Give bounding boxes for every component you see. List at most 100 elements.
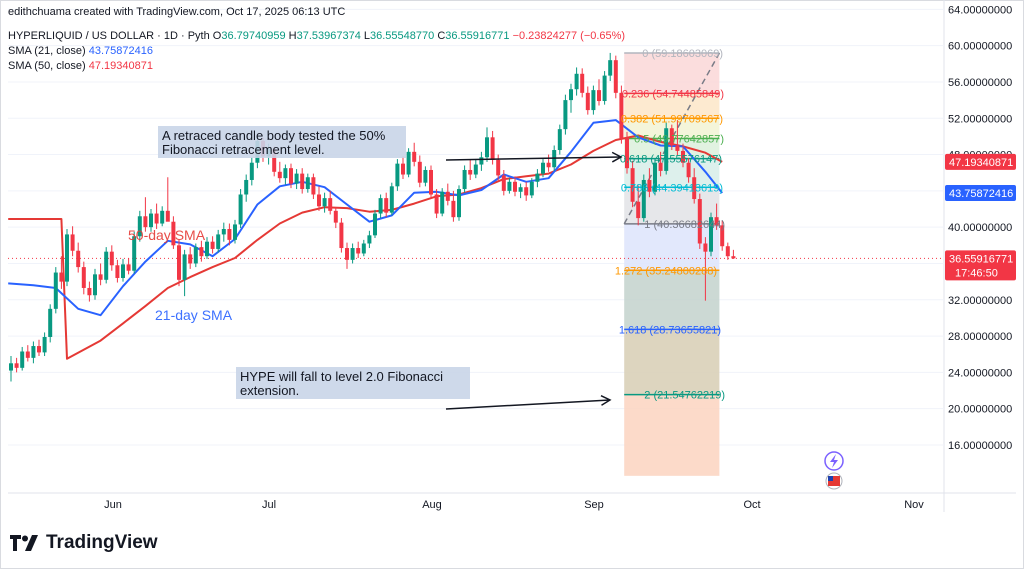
candle[interactable] [395,163,400,187]
candle[interactable] [490,137,495,161]
candle[interactable] [160,210,165,224]
candle[interactable] [199,247,204,257]
candle[interactable] [76,250,81,268]
candle[interactable] [328,198,333,211]
candle[interactable] [692,177,697,200]
candle[interactable] [345,248,349,260]
candle[interactable] [417,161,422,183]
candle[interactable] [389,186,394,213]
candle[interactable] [177,245,181,280]
candle[interactable] [378,198,383,214]
candle[interactable] [513,181,517,192]
candle[interactable] [121,264,125,278]
candle[interactable] [462,169,467,190]
candle[interactable] [244,179,249,195]
candle[interactable] [445,191,450,201]
candle[interactable] [143,216,148,228]
candle[interactable] [653,162,657,192]
candle[interactable] [283,168,288,179]
extension-arrow[interactable] [445,399,611,410]
candle[interactable] [115,265,120,278]
candle[interactable] [518,187,523,192]
candle[interactable] [356,248,361,254]
candle[interactable] [541,162,545,174]
candle[interactable] [580,73,585,93]
candle[interactable] [619,92,624,139]
candle[interactable] [658,162,663,171]
candle[interactable] [501,175,506,191]
candle[interactable] [305,177,310,190]
candle[interactable] [37,346,41,353]
candle[interactable] [367,235,372,244]
candle[interactable] [591,90,596,111]
candle[interactable] [81,267,86,288]
candle[interactable] [311,177,316,195]
candle[interactable] [608,60,613,76]
candle[interactable] [384,198,389,213]
candle[interactable] [585,92,590,111]
candle[interactable] [233,224,237,240]
candle[interactable] [322,198,327,207]
candle[interactable] [210,241,215,249]
sma21-line[interactable] [8,119,723,317]
price-tag[interactable] [945,250,1016,281]
candle[interactable] [529,181,534,196]
candle[interactable] [709,217,713,252]
sma50-legend[interactable]: SMA (50, close) 47.19340871 [8,60,153,72]
candle[interactable] [714,217,719,226]
candle[interactable] [300,173,305,190]
candle[interactable] [681,150,685,163]
candle[interactable] [725,246,730,257]
candle[interactable] [401,163,405,175]
candle[interactable] [154,213,159,224]
sma21-legend[interactable]: SMA (21, close) 43.75872416 [8,45,153,57]
candle[interactable] [361,243,366,254]
candle[interactable] [53,272,58,309]
candle[interactable] [104,251,109,280]
candle[interactable] [249,162,254,180]
candle[interactable] [675,145,680,151]
candle[interactable] [473,164,478,175]
candle[interactable] [507,181,512,191]
candle[interactable] [65,234,69,282]
candle[interactable] [563,100,568,130]
candle[interactable] [597,90,601,102]
candle[interactable] [636,201,641,219]
candle[interactable] [48,308,53,337]
candle[interactable] [14,363,19,368]
candle[interactable] [429,169,433,195]
candle[interactable] [373,213,377,236]
candle[interactable] [574,73,579,90]
candle[interactable] [221,228,226,235]
candle[interactable] [569,89,573,101]
candle[interactable] [294,173,299,184]
candle[interactable] [188,254,193,264]
candle[interactable] [731,256,736,259]
candle[interactable] [451,200,456,218]
candle[interactable] [423,169,428,183]
candle[interactable] [20,351,25,368]
candle[interactable] [93,274,97,296]
candle[interactable] [333,210,338,223]
candle[interactable] [182,254,187,280]
candle[interactable] [496,160,501,176]
price-tag[interactable] [945,153,1016,170]
candle[interactable] [697,199,702,244]
candle[interactable] [720,225,725,247]
candle[interactable] [434,194,439,214]
candle[interactable] [277,171,282,179]
candle[interactable] [25,351,30,358]
candle[interactable] [31,346,36,358]
candle[interactable] [524,187,529,196]
candle[interactable] [227,228,232,240]
candle[interactable] [149,213,153,228]
candle[interactable] [87,287,92,296]
candle[interactable] [59,272,64,282]
price-tag[interactable] [945,185,1016,202]
candle[interactable] [647,179,652,192]
candle[interactable] [272,149,277,172]
candle[interactable] [132,236,137,271]
candle[interactable] [339,222,344,249]
candle[interactable] [630,168,635,202]
